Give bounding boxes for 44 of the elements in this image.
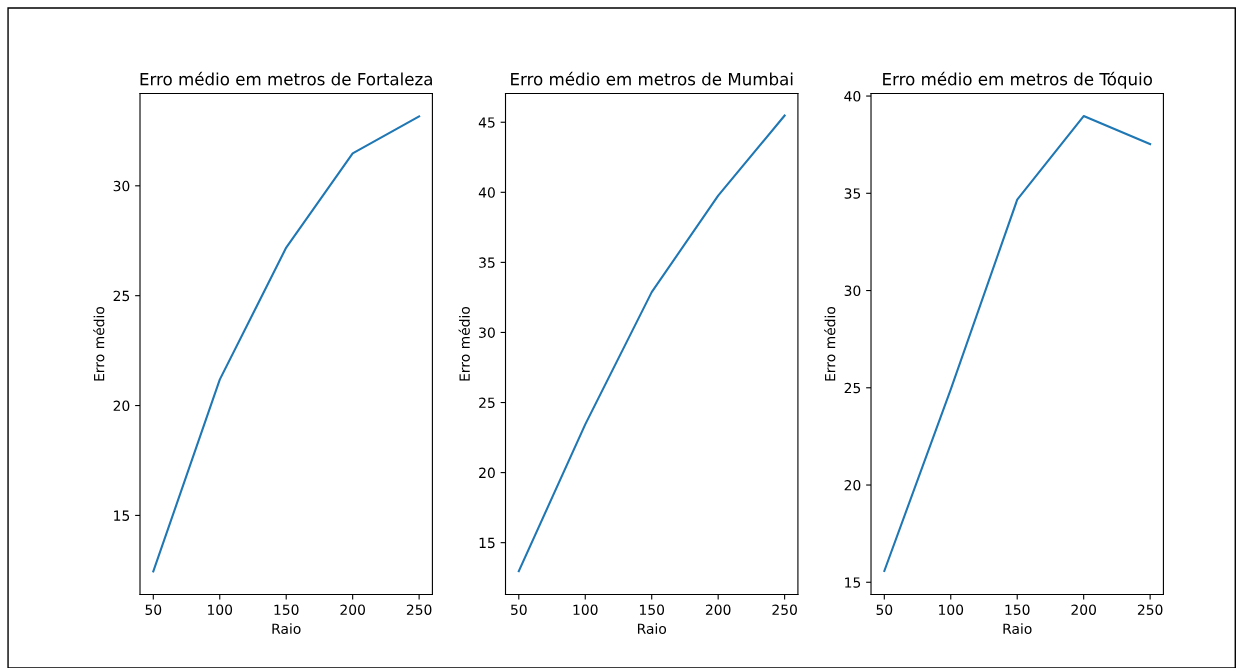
y-tick-label: 40 <box>844 91 861 102</box>
x-tick-label: 50 <box>145 604 162 615</box>
y-tick-label: 45 <box>478 117 495 128</box>
y-axis-title: Erro médio <box>458 306 470 381</box>
y-tick-label: 25 <box>113 290 130 302</box>
line-series <box>517 114 786 573</box>
y-tick-label: 35 <box>844 188 861 199</box>
x-tick-label: 100 <box>939 604 964 615</box>
chart-title: Erro médio em metros de Tóquio <box>883 71 1152 89</box>
y-axis-title: Erro médio <box>93 306 105 381</box>
x-tick-label: 250 <box>772 604 797 615</box>
x-tick-label: 200 <box>705 604 731 615</box>
y-tick-label: 20 <box>113 400 130 412</box>
line-series <box>883 115 1152 573</box>
y-tick-label: 25 <box>844 382 861 394</box>
x-tick-label: 50 <box>876 604 893 615</box>
y-tick-label: 25 <box>479 397 495 408</box>
x-tick-label: 50 <box>511 604 527 615</box>
y-tick-label: 15 <box>845 577 861 588</box>
y-tick-label: 15 <box>114 510 130 521</box>
y-tick-label: 15 <box>479 537 495 549</box>
x-tick-label: 150 <box>1005 604 1030 615</box>
y-tick-label: 20 <box>844 479 861 491</box>
y-tick-label: 30 <box>113 180 130 192</box>
y-tick-label: 30 <box>844 285 861 297</box>
chart-title: Erro médio em metros de Mumbai <box>511 71 793 86</box>
x-tick-label: 100 <box>573 604 598 615</box>
y-tick-label: 20 <box>479 467 495 479</box>
y-tick-label: 40 <box>478 187 495 198</box>
x-axis-title: Raio <box>637 623 667 634</box>
x-tick-label: 200 <box>340 604 365 615</box>
x-tick-label: 150 <box>639 604 665 615</box>
y-tick-label: 35 <box>479 257 495 268</box>
x-axis-title: Raio <box>272 623 301 634</box>
x-tick-label: 200 <box>1071 604 1097 615</box>
x-tick-label: 150 <box>274 604 299 615</box>
y-axis-title: Erro médio <box>824 306 836 381</box>
x-tick-label: 250 <box>406 604 432 615</box>
x-tick-label: 100 <box>208 604 233 615</box>
line-series <box>152 115 421 573</box>
x-tick-label: 250 <box>1137 604 1163 615</box>
chart-title: Erro médio em metros de Fortaleza <box>140 71 432 86</box>
y-tick-label: 30 <box>479 327 495 338</box>
x-axis-title: Raio <box>1003 623 1032 634</box>
